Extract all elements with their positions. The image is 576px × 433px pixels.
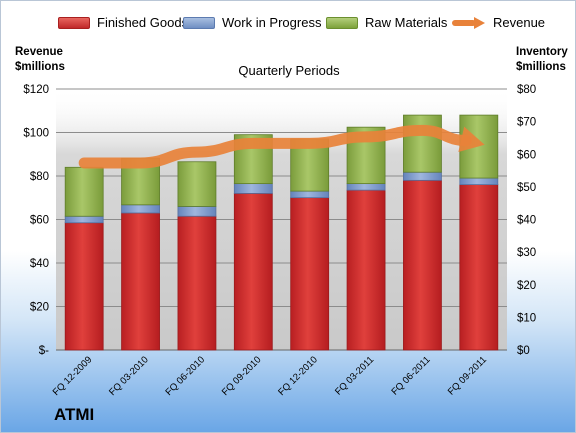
x-axis-tick-label: FQ 12-2010 — [276, 354, 320, 398]
bar-work-in-progress — [459, 177, 499, 185]
legend-item-wip: Work in Progress — [183, 15, 321, 30]
bar-work-in-progress — [121, 204, 160, 214]
legend-label-wip: Work in Progress — [222, 15, 322, 30]
legend-label-revenue: Revenue — [493, 15, 546, 30]
legend-item-revenue: Revenue — [452, 15, 545, 30]
bar-finished-goods — [64, 222, 104, 351]
revenue-line — [78, 124, 485, 169]
legend-arrow-revenue-icon — [452, 16, 486, 29]
left-axis-tick-label: $40 — [30, 258, 49, 270]
left-axis-tick-label: $- — [39, 345, 49, 357]
bar-raw-materials — [64, 166, 104, 217]
chart-title: Quarterly Periods — [238, 63, 340, 78]
right-axis-tick-label: $10 — [517, 312, 536, 324]
right-axis-tick-label: $60 — [517, 149, 536, 161]
legend-label-raw-materials: Raw Materials — [365, 15, 448, 30]
legend-swatch-raw-materials — [326, 16, 358, 29]
x-axis-tick-label: FQ 09-2010 — [220, 354, 264, 398]
right-axis-tick-label: $30 — [517, 247, 536, 259]
legend-item-finished-goods: Finished Goods — [58, 15, 188, 30]
right-axis-title-line1: Inventory — [516, 46, 568, 58]
right-axis: $0 $10 $20 $30 $40 $50 $60 $70 $80 — [517, 84, 536, 357]
company-name: ATMI — [54, 405, 95, 424]
left-axis-title-line1: Revenue — [15, 46, 63, 58]
x-axis-tick-label: FQ 03-2011 — [333, 354, 376, 397]
left-axis-tick-label: $60 — [30, 215, 49, 227]
bar-raw-materials — [403, 114, 442, 173]
bar-finished-goods — [459, 184, 499, 351]
left-axis-title: Revenue $millions — [15, 45, 65, 75]
x-axis-tick-label: FQ 03-2010 — [107, 354, 151, 398]
bar-work-in-progress — [233, 183, 273, 194]
x-axis-tick-label: FQ 09-2011 — [446, 354, 489, 397]
left-axis-tick-label: $80 — [30, 171, 49, 183]
right-axis-tick-label: $20 — [517, 280, 536, 292]
x-axis: FQ 12-2009 FQ 03-2010 FQ 06-2010 FQ 09-2010… — [51, 354, 489, 398]
right-axis-tick-label: $50 — [517, 182, 536, 194]
bar-finished-goods — [403, 179, 442, 351]
x-axis-tick-label: FQ 06-2010 — [163, 354, 207, 398]
right-axis-tick-label: $0 — [517, 345, 530, 357]
revenue-arrowhead — [458, 126, 485, 152]
bar-work-in-progress — [403, 171, 442, 181]
left-axis-tick-label: $20 — [30, 302, 49, 314]
bar-work-in-progress — [290, 190, 330, 199]
bar-series — [64, 114, 499, 351]
right-axis-tick-label: $70 — [517, 117, 536, 129]
right-axis-title: Inventory $millions — [516, 45, 568, 75]
x-axis-tick-label: FQ 12-2009 — [51, 354, 95, 398]
bar-finished-goods — [177, 215, 217, 351]
bar-finished-goods — [121, 212, 160, 351]
bar-finished-goods — [233, 192, 273, 351]
legend-label-finished-goods: Finished Goods — [97, 15, 189, 30]
chart-legend: Finished Goods Work in Progress Raw Mate… — [1, 15, 575, 35]
bar-raw-materials — [177, 161, 217, 207]
legend-item-raw-materials: Raw Materials — [326, 15, 447, 30]
legend-swatch-wip — [183, 16, 215, 29]
left-axis-title-line2: $millions — [15, 61, 65, 73]
bar-work-in-progress — [64, 215, 104, 224]
bar-finished-goods — [290, 197, 330, 351]
left-axis-tick-label: $100 — [23, 128, 49, 140]
bar-work-in-progress — [346, 183, 386, 191]
left-axis: $- $20 $40 $60 $80 $100 $120 — [23, 84, 49, 357]
bar-work-in-progress — [177, 206, 217, 217]
x-axis-tick-label: FQ 06-2011 — [389, 354, 432, 397]
right-axis-tick-label: $40 — [517, 215, 536, 227]
right-axis-title-line2: $millions — [516, 61, 566, 73]
left-axis-tick-label: $120 — [23, 84, 49, 96]
bar-finished-goods — [346, 189, 386, 351]
right-axis-tick-label: $80 — [517, 84, 536, 96]
revenue-line-path — [78, 124, 473, 169]
legend-swatch-finished-goods — [58, 16, 90, 29]
